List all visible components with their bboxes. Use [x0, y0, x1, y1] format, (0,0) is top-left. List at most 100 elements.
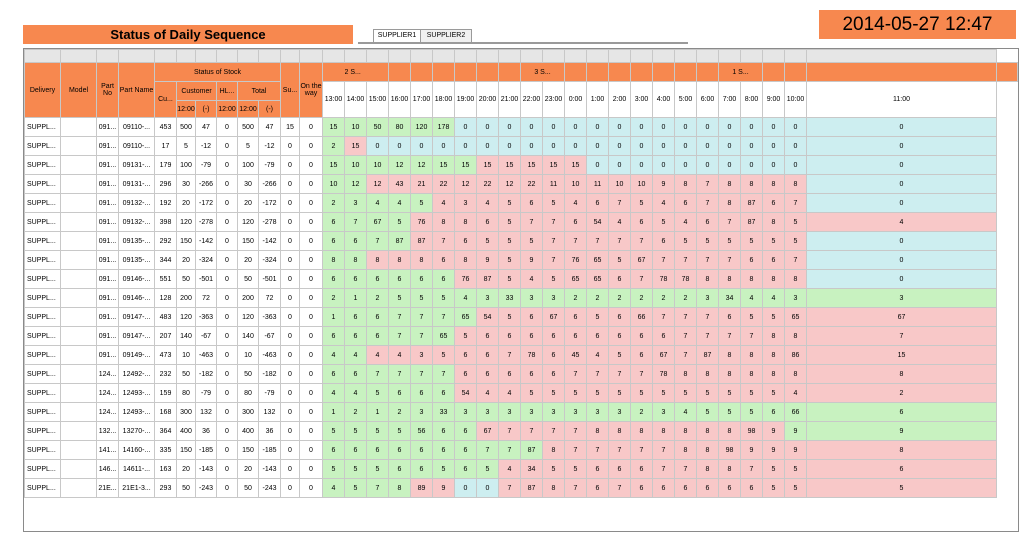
tab-supplier2[interactable]: SUPPLIER2 — [420, 29, 472, 42]
hour-header[interactable]: 22:00 — [520, 81, 543, 118]
hour-header[interactable]: 6:00 — [696, 81, 719, 118]
hour-cell: 7 — [542, 421, 565, 441]
hour-header[interactable]: 21:00 — [498, 81, 521, 118]
hour-cell: 87 — [410, 231, 433, 251]
hour-cell: 0 — [784, 155, 807, 175]
hour-header[interactable]: 3:00 — [630, 81, 653, 118]
hour-cell: 5 — [696, 402, 719, 422]
hour-header[interactable]: 9:00 — [762, 81, 785, 118]
table-row[interactable]: SUPPL... 091... 09131-... 179 100 -79 0 100 -79 0… — [24, 155, 1018, 175]
table-cell: 0 — [216, 440, 238, 460]
table-cell: 453 — [154, 117, 177, 137]
table-cell: -243 — [258, 478, 281, 498]
hour-header[interactable]: 7:00 — [718, 81, 741, 118]
table-cell: -79 — [195, 155, 217, 175]
hour-header[interactable]: 2:00 — [608, 81, 631, 118]
table-row[interactable]: SUPPL... 091... 09146-... 128 200 72 0 200 72 0 0 2… — [24, 288, 1018, 308]
hour-cell: 8 — [696, 364, 719, 384]
hour-cell: 0 — [520, 136, 543, 156]
hour-cell: 8 — [718, 345, 741, 365]
hour-cell: 1 — [322, 307, 345, 327]
table-row[interactable]: SUPPL... 091... 09147-... 483 120 -363 0 120 -36… — [24, 307, 1018, 327]
table-row[interactable]: SUPPL... 091... 09135-... 292 150 -142 0 150 -14… — [24, 231, 1018, 251]
table-cell: 50 — [237, 269, 259, 289]
col-part-name[interactable]: Part Name — [118, 62, 155, 118]
hour-cell: 76 — [410, 212, 433, 232]
hour-cell: 5 — [630, 383, 653, 403]
col-su[interactable]: Su... — [280, 62, 300, 118]
hour-cell: 7 — [432, 364, 455, 384]
table-row[interactable]: SUPPL... 091... 09110-... 453 500 47 0 500 47 15 0… — [24, 117, 1018, 137]
table-cell — [60, 307, 97, 327]
hour-header[interactable]: 14:00 — [344, 81, 367, 118]
hour-header[interactable]: 18:00 — [432, 81, 455, 118]
hour-cell: 0 — [608, 117, 631, 137]
hour-header[interactable]: 15:00 — [366, 81, 389, 118]
table-row[interactable]: SUPPL... 091... 09149-... 473 10 -463 0 10 -463 0… — [24, 345, 1018, 365]
hour-header[interactable]: 11:00 — [806, 81, 997, 118]
hour-header[interactable]: 13:00 — [322, 81, 345, 118]
table-row[interactable]: SUPPL... 091... 09131-... 296 30 -266 0 30 -266 0… — [24, 174, 1018, 194]
col-on-the-way[interactable]: On the way — [299, 62, 323, 118]
hour-header[interactable]: 16:00 — [388, 81, 411, 118]
hour-header[interactable]: 23:00 — [542, 81, 565, 118]
col-hl[interactable]: HL... — [216, 81, 238, 101]
table-cell: 551 — [154, 269, 177, 289]
hour-cell: 6 — [520, 326, 543, 346]
table-row[interactable]: SUPPL... 132... 13270-... 364 400 36 0 400 36 0 0 5… — [24, 421, 1018, 441]
table-cell: 0 — [280, 212, 300, 232]
hour-header[interactable]: 5:00 — [674, 81, 697, 118]
table-cell: 0 — [299, 212, 323, 232]
hour-cell: 5 — [608, 345, 631, 365]
table-row[interactable]: SUPPL... 091... 09147-... 207 140 -67 0 140 -67 0… — [24, 326, 1018, 346]
hour-cell: 6 — [630, 478, 653, 498]
hour-header[interactable]: 0:00 — [564, 81, 587, 118]
hour-cell: 78 — [652, 269, 675, 289]
hour-cell: 5 — [344, 459, 367, 479]
table-cell: -185 — [258, 440, 281, 460]
hour-header[interactable]: 8:00 — [740, 81, 763, 118]
col-model[interactable]: Model — [60, 62, 97, 118]
table-cell: 30 — [176, 174, 196, 194]
table-row[interactable]: SUPPL... 091... 09132-... 192 20 -172 0 20 -172 0… — [24, 193, 1018, 213]
hour-cell: 4 — [322, 383, 345, 403]
table-row[interactable]: SUPPL... 091... 09110-... 17 5 -12 0 5 -12 0 0 2 15 0… — [24, 136, 1018, 156]
table-cell: 091... — [96, 250, 119, 270]
table-row[interactable]: SUPPL... 091... 09132-... 398 120 -278 0 120 -27… — [24, 212, 1018, 232]
col-total[interactable]: Total — [237, 81, 281, 101]
table-row[interactable]: SUPPL... 141... 14160-... 335 150 -185 0 150 -18… — [24, 440, 1018, 460]
hour-cell: 5 — [410, 288, 433, 308]
hour-header[interactable]: 10:00 — [784, 81, 807, 118]
hour-header[interactable]: 4:00 — [652, 81, 675, 118]
hour-header[interactable]: 19:00 — [454, 81, 477, 118]
hour-cell: 8 — [718, 364, 741, 384]
hour-cell: 78 — [674, 269, 697, 289]
table-row[interactable]: SUPPL... 091... 09146-... 551 50 -501 0 50 -501 0… — [24, 269, 1018, 289]
hour-header[interactable]: 17:00 — [410, 81, 433, 118]
hour-cell: 56 — [410, 421, 433, 441]
table-row[interactable]: SUPPL... 124... 12493-... 168 300 132 0 300 132 0… — [24, 402, 1018, 422]
hour-cell: 4 — [366, 345, 389, 365]
table-cell: 0 — [299, 174, 323, 194]
table-row[interactable]: SUPPL... 124... 12493-... 159 80 -79 0 80 -79 0 0 4… — [24, 383, 1018, 403]
hour-cell: 65 — [586, 250, 609, 270]
hour-header[interactable]: 20:00 — [476, 81, 499, 118]
table-row[interactable]: SUPPL... 21E... 21E1-3... 293 50 -243 0 50 -243 0… — [24, 478, 1018, 498]
col-customer-minus: (-) — [195, 100, 217, 118]
hour-cell: 10 — [564, 174, 587, 194]
hour-cell: 7 — [432, 307, 455, 327]
hour-header[interactable]: 1:00 — [586, 81, 609, 118]
col-delivery[interactable]: Delivery — [24, 62, 61, 118]
hour-cell: 66 — [630, 307, 653, 327]
hour-cell: 8 — [696, 421, 719, 441]
hour-cell: 3 — [454, 402, 477, 422]
tab-supplier1[interactable]: SUPPLIER1 — [373, 29, 421, 42]
table-row[interactable]: SUPPL... 091... 09135-... 344 20 -324 0 20 -324 0… — [24, 250, 1018, 270]
col-part-no[interactable]: Part No — [96, 62, 119, 118]
col-cu[interactable]: Cu... — [154, 81, 177, 118]
col-status-of-stock: Status of Stock — [154, 62, 281, 82]
table-cell: 50 — [237, 364, 259, 384]
col-customer[interactable]: Customer — [176, 81, 217, 101]
table-row[interactable]: SUPPL... 146... 14611-... 163 20 -143 0 20 -143 0… — [24, 459, 1018, 479]
table-row[interactable]: SUPPL... 124... 12492-... 232 50 -182 0 50 -182 0… — [24, 364, 1018, 384]
